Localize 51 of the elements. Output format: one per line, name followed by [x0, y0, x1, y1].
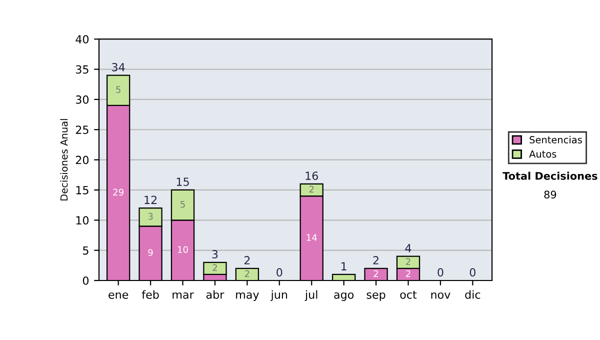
- total-label: 15: [176, 178, 189, 186]
- total-label: 1: [342, 262, 346, 270]
- data-label: 5: [180, 200, 185, 208]
- y-tick-label: 35: [76, 65, 88, 74]
- total-label: 0: [438, 268, 444, 277]
- x-tick-label: dic: [465, 290, 480, 299]
- y-tick-label: 0: [82, 276, 89, 285]
- y-axis-title: Decisiones Anual: [60, 119, 68, 200]
- total-label: 3: [212, 250, 218, 258]
- y-tick-label: 5: [83, 246, 88, 255]
- total-label: 0: [276, 268, 282, 277]
- legend-label: Autos: [529, 150, 556, 158]
- data-label: 3: [148, 212, 153, 220]
- data-label: 2: [244, 270, 250, 277]
- total-label: 2: [373, 256, 378, 264]
- y-tick-label: 40: [76, 35, 89, 44]
- x-tick-label: ene: [108, 292, 128, 299]
- x-tick-label: mar: [172, 292, 194, 299]
- x-tick-label: jul: [304, 290, 318, 301]
- x-tick-label: jun: [270, 290, 288, 301]
- data-label: 29: [113, 188, 124, 196]
- total-label: 0: [470, 268, 476, 277]
- data-label: 9: [148, 249, 153, 256]
- x-tick-label: feb: [142, 290, 159, 299]
- x-tick-label: ago: [334, 292, 354, 301]
- x-tick-label: nov: [431, 292, 450, 299]
- total-label: 12: [144, 196, 156, 204]
- x-tick-label: oct: [400, 290, 417, 299]
- data-label: 2: [406, 258, 410, 265]
- data-label: 5: [116, 86, 120, 94]
- y-tick-label: 15: [76, 186, 88, 194]
- data-label: 2: [406, 270, 410, 277]
- y-tick-label: 25: [76, 126, 88, 134]
- x-tick-label: may: [236, 292, 259, 301]
- total-label: 16: [306, 172, 318, 180]
- data-label: 10: [178, 246, 188, 253]
- total-label: 34: [112, 62, 125, 72]
- data-label: 14: [306, 234, 317, 241]
- text: Total Decisiones: [502, 172, 598, 180]
- data-label: 2: [212, 264, 217, 271]
- y-tick-label: 30: [76, 95, 89, 104]
- x-tick-label: sep: [366, 292, 386, 301]
- legend-label: Sentencias: [530, 136, 582, 144]
- data-label: 2: [309, 186, 314, 192]
- text: 89: [544, 190, 556, 199]
- data-label: 2: [374, 270, 378, 277]
- y-tick-label: 20: [76, 156, 89, 164]
- total-label: 4: [405, 244, 412, 252]
- total-label: 2: [244, 256, 250, 264]
- x-tick-label: abr: [206, 290, 224, 299]
- y-tick-label: 10: [76, 216, 89, 225]
